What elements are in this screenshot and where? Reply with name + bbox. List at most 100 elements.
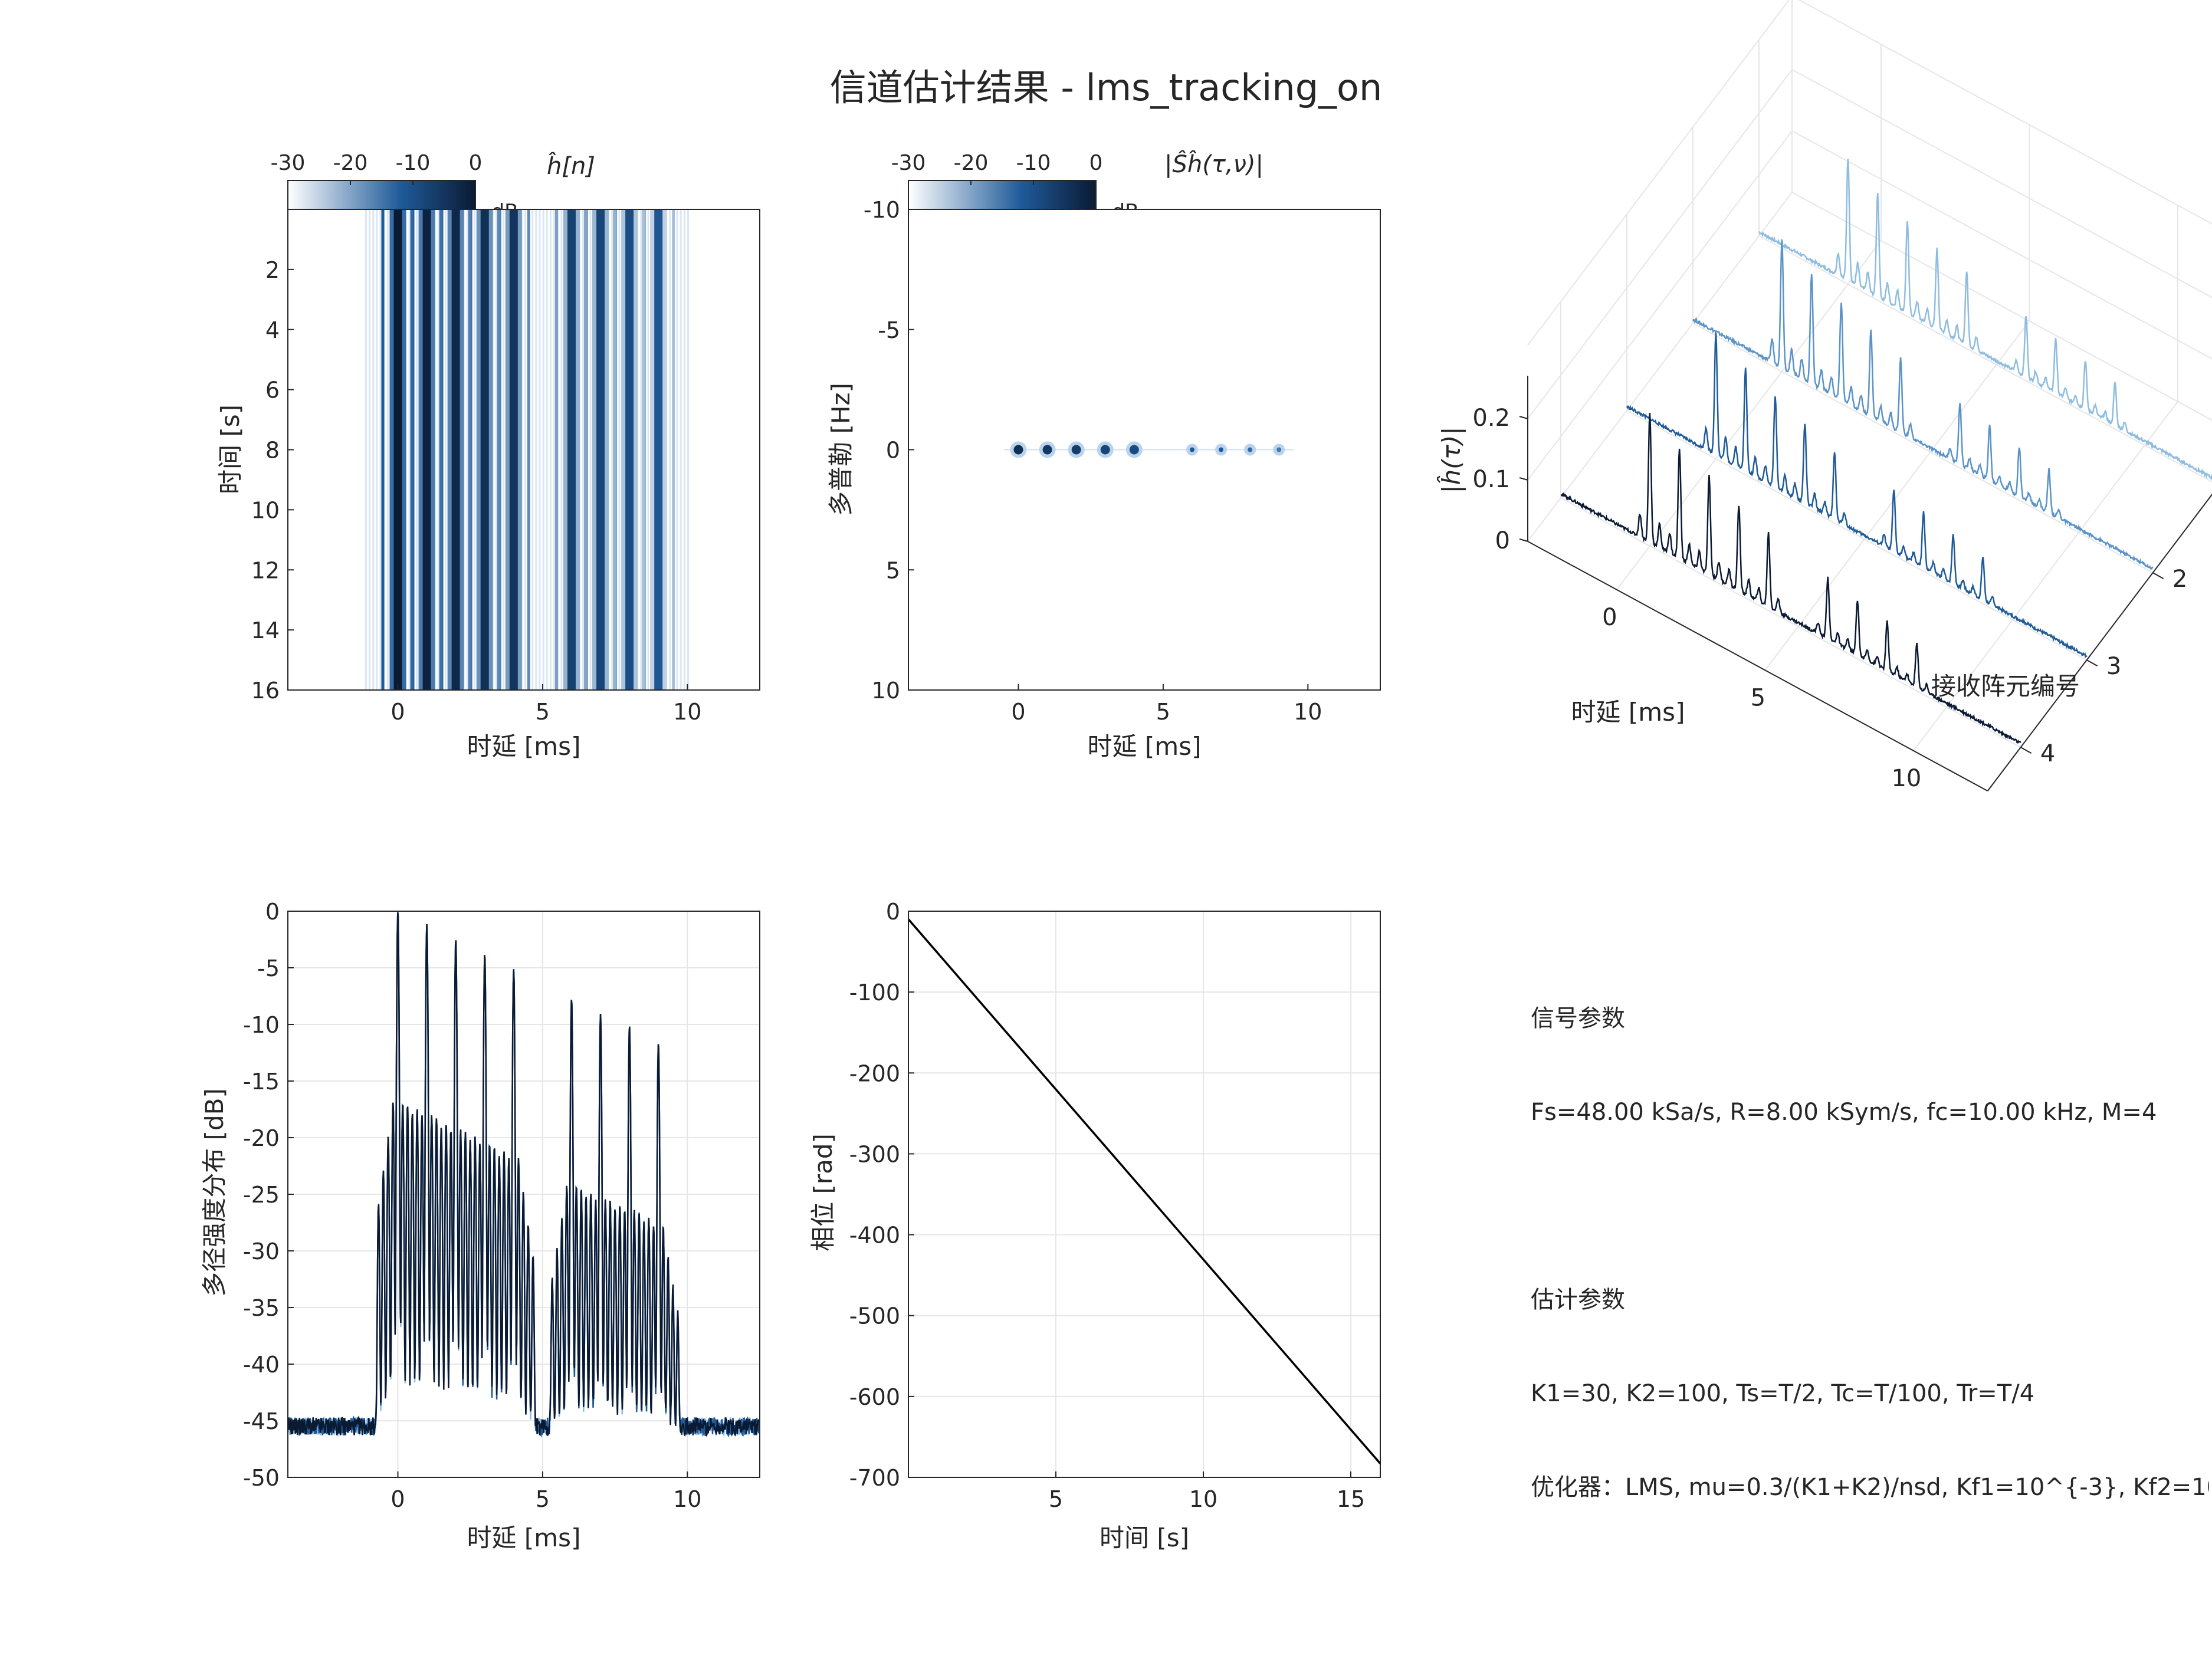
x-tick-label: 5 (536, 699, 550, 725)
h-map-xlabel: 时延 [ms] (467, 732, 581, 761)
y-tick-label: -45 (243, 1408, 280, 1434)
doppler-point (1013, 445, 1023, 455)
path-stripe-ripple (642, 209, 645, 690)
colorbar-tick-label: -30 (891, 151, 926, 175)
floor-gridline (1764, 320, 2030, 671)
x-tick-label: 10 (1891, 765, 1921, 792)
power-profile-plot: 0 5 10 0 -5 -10 -15 -20 -25 -30 -35 -40 -45 -50 (243, 899, 760, 1512)
phase-xlabel: 时间 [s] (1100, 1523, 1189, 1552)
colorbar-tick-label: 0 (1089, 151, 1103, 175)
doppler-point (1276, 447, 1282, 452)
x-tick-label: 5 (536, 1486, 550, 1512)
waterfall-series-line (1560, 413, 2021, 744)
colorbar-tick-label: -10 (1016, 151, 1051, 175)
waterfall-panel: 0510123400.10.2 |ĥ(τ)| 时延 [ms] 接收阵元编号 (1436, 0, 2212, 792)
y-tick-label: 10 (872, 678, 900, 704)
y-tick-label: 10 (251, 497, 280, 523)
doppler-point (1248, 447, 1253, 452)
power-profile-ylabel: 多径强度分布 [dB] (200, 1088, 229, 1297)
doppler-point (1071, 445, 1081, 455)
floor-gridline (1626, 410, 2088, 661)
y-tick-label: -100 (849, 980, 900, 1006)
y-tick-label: -200 (849, 1060, 900, 1086)
x-tick-label: 15 (1337, 1486, 1365, 1512)
info-line: 估计参数 (1531, 1286, 1625, 1313)
axis-line (1527, 541, 1988, 792)
y-tick-label: -35 (243, 1295, 280, 1321)
y-tick-label: 16 (251, 678, 280, 704)
axes-box (908, 911, 1381, 1478)
x-tick-label: 0 (390, 699, 405, 725)
doppler-point (1042, 445, 1052, 455)
y-tick-label: 2 (265, 257, 280, 283)
path-stripe-core (625, 209, 634, 690)
y-tick-label: 4 (265, 317, 280, 343)
y-tick-label: -400 (849, 1223, 900, 1249)
y-tick-label: -5 (257, 955, 280, 981)
doppler-map-title: |Ŝĥ(τ,ν)| (1164, 150, 1263, 178)
floor-gridline (1616, 240, 1882, 590)
phase-panel: 5 10 15 0 -100 -200 -300 -400 -500 -600 -700 时间 [s… (809, 899, 1381, 1552)
parameter-info: 信号参数 Fs=48.00 kSa/s, R=8.00 kSym/s, fc=1… (1531, 941, 2209, 1535)
y-tick (2086, 659, 2098, 667)
path-stripe-ripple (527, 209, 530, 690)
power-profile-line (287, 912, 760, 1437)
y-tick-label: -10 (864, 197, 900, 223)
z-tick (1519, 538, 1528, 542)
colorbar-tick-label: -10 (396, 151, 431, 175)
path-stripe-core (422, 209, 431, 690)
y-tick-label: -300 (849, 1141, 900, 1167)
path-stripe-ripple (497, 209, 500, 690)
x-tick-label: 10 (673, 1486, 701, 1512)
axis-line (1987, 493, 2212, 791)
y-tick-label: -500 (849, 1303, 900, 1329)
path-stripe-core (509, 209, 518, 690)
z-tick (1519, 416, 1528, 419)
x-tick-label: 0 (1011, 699, 1025, 725)
wall-gridline (1527, 130, 2212, 481)
x-tick-label: 5 (1049, 1486, 1063, 1512)
path-stripe-ripple (439, 209, 442, 690)
y-tick (2152, 572, 2164, 580)
x-tick-label: 5 (1751, 684, 1765, 711)
y-tick-label: 14 (251, 617, 280, 643)
waterfall-xlabel: 时延 [ms] (1571, 698, 1685, 727)
info-line: Fs=48.00 kSa/s, R=8.00 kSym/s, fc=10.00 … (1531, 1099, 2157, 1126)
y-tick-label: 0 (886, 438, 900, 464)
info-line (1531, 1191, 2209, 1222)
info-line: 信号参数 (1531, 1005, 1625, 1032)
waterfall-series-line (1626, 332, 2088, 658)
path-stripe-ripple (554, 209, 558, 690)
colorbar-tick-label: -20 (954, 151, 989, 175)
waterfall-ylabel: 接收阵元编号 (1931, 672, 2080, 701)
colorbar-tick-label: -20 (333, 151, 368, 175)
box-edge (1798, 0, 2212, 225)
phase-plot: 5 10 15 0 -100 -200 -300 -400 -500 -600 -700 (849, 899, 1381, 1512)
path-stripe-ripple (584, 209, 588, 690)
waterfall-series-line (1692, 239, 2154, 570)
phase-ylabel: 相位 [rad] (809, 1134, 838, 1251)
path-stripe-core (567, 209, 576, 690)
floor-gridline (1913, 401, 2178, 751)
path-stripe-ripple (613, 209, 616, 690)
floor-gridline (1692, 323, 2154, 574)
x-tick-label: 10 (1294, 699, 1322, 725)
colorbar-tick-label: 0 (469, 151, 483, 175)
y-tick-label: -600 (849, 1384, 900, 1410)
z-tick-label: 0.2 (1472, 405, 1510, 432)
y-tick-label: -700 (849, 1465, 900, 1491)
y-tick-label: -10 (243, 1012, 280, 1038)
path-stripe-core (393, 209, 402, 690)
y-tick-label: -15 (243, 1069, 280, 1095)
power-profile-panel: 0 5 10 0 -5 -10 -15 -20 -25 -30 -35 -40 -45 -50 时延 [m… (200, 899, 760, 1552)
doppler-point (1129, 445, 1139, 455)
path-stripe-ripple (672, 209, 675, 690)
y-tick-label: 6 (265, 377, 280, 403)
box-edge (1527, 0, 1790, 346)
y-tick-label: -20 (243, 1125, 280, 1151)
z-tick-label: 0.1 (1472, 466, 1510, 493)
x-tick-label: 5 (1156, 699, 1170, 725)
